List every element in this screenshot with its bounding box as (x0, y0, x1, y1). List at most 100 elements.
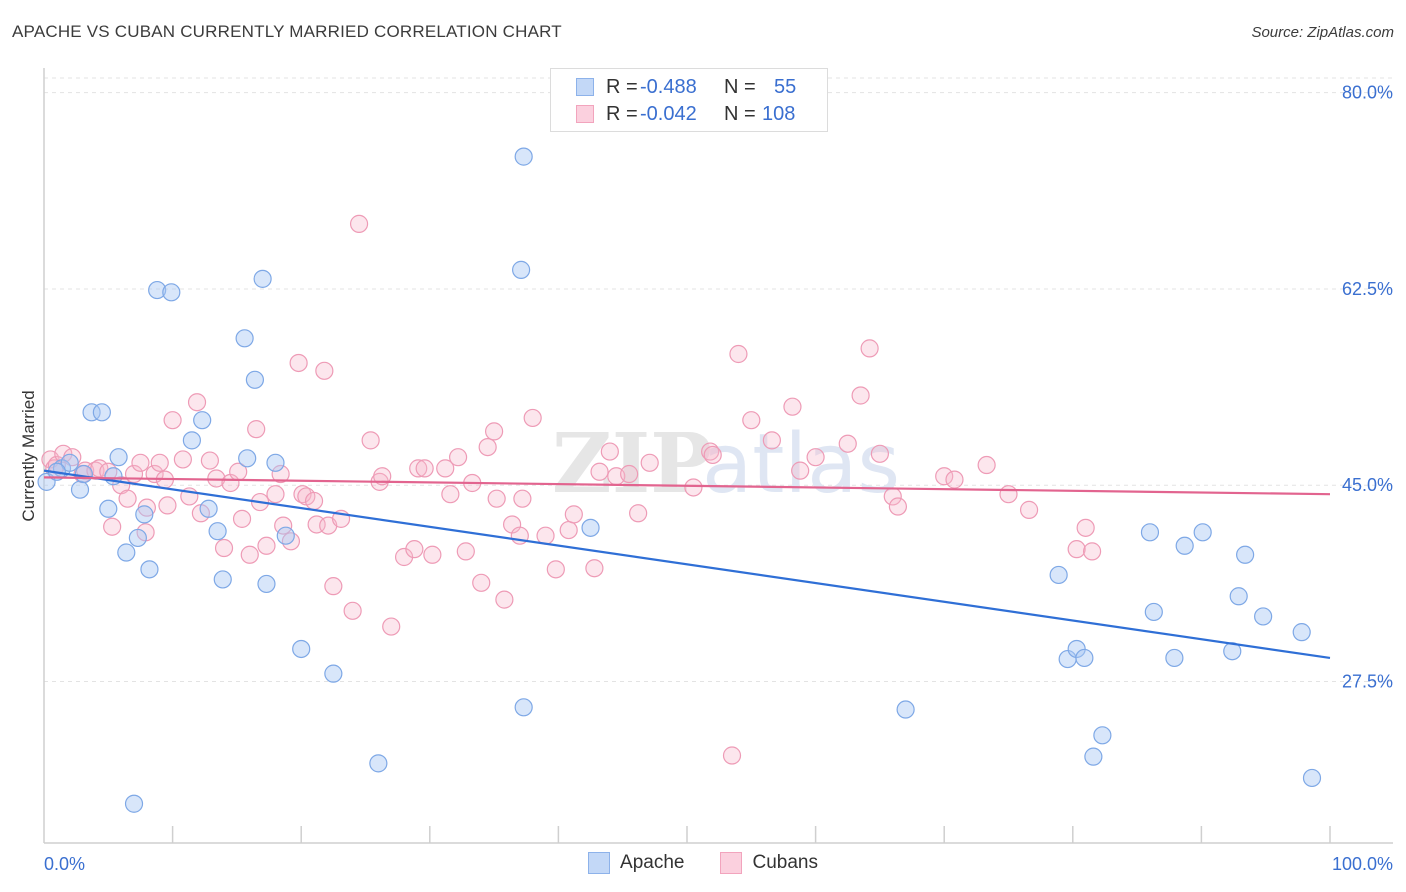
apache-point (235, 329, 254, 348)
cuban-point (200, 451, 219, 470)
apache-point (369, 754, 388, 773)
cuban-point (173, 450, 192, 469)
legend-item-cubans[interactable]: Cubans (720, 852, 818, 874)
cuban-point (456, 542, 475, 561)
cuban-point (1082, 542, 1102, 561)
cuban-point (281, 532, 301, 551)
cuban-point (1019, 500, 1039, 519)
cuban-trend-line (43, 476, 1331, 496)
cuban-point (187, 393, 207, 412)
legend-item-apache[interactable]: Apache (588, 852, 684, 874)
cuban-point (629, 504, 648, 523)
cuban-point (240, 545, 259, 564)
apache-point (514, 698, 533, 717)
cuban-point (640, 453, 659, 472)
apache-point (1084, 747, 1103, 766)
apache-point (253, 269, 272, 288)
apache-point (1140, 523, 1160, 542)
apache-point (92, 403, 111, 422)
apache-point (109, 448, 128, 467)
cuban-point (722, 746, 742, 765)
cuban-point (513, 489, 532, 508)
watermark: ZIP atlas (552, 416, 900, 512)
apache-point (140, 560, 159, 579)
cuban-point (214, 538, 234, 558)
apache-point (208, 522, 227, 541)
cuban-point (415, 459, 434, 478)
apache-point (238, 449, 257, 468)
cuban-point (1067, 540, 1086, 559)
apache-point (581, 518, 600, 537)
cuban-point (703, 445, 722, 465)
x-tick-label-min: 0.0% (44, 854, 85, 874)
cuban-point (349, 214, 369, 233)
apache-point (1193, 523, 1212, 542)
cuban-point (304, 491, 324, 511)
stats-legend: R = -0.488 N = 55 R = -0.042 N = 108 (550, 68, 828, 132)
cuban-point (1076, 518, 1095, 537)
cuban-point (361, 431, 380, 450)
cuban-points (41, 214, 1102, 765)
cuban-point (118, 489, 137, 508)
cuban-point (423, 545, 442, 564)
cuban-point (373, 467, 392, 486)
series-legend: Apache Cubans (0, 852, 1406, 874)
apache-point (199, 499, 218, 518)
cuban-point (485, 422, 504, 441)
apache-point (245, 370, 265, 389)
r-label: R = (606, 102, 638, 125)
apache-point (1075, 648, 1094, 668)
legend-row-apache: R = -0.488 N = 55 (551, 74, 796, 100)
apache-point (514, 147, 533, 166)
cuban-point (888, 497, 908, 516)
cuban-point (999, 485, 1018, 504)
apache-point (324, 664, 343, 683)
cuban-point (838, 434, 857, 453)
r-value: -0.042 (640, 102, 697, 125)
legend-label-apache: Apache (620, 852, 685, 873)
cuban-point (523, 408, 542, 428)
cuban-point (729, 344, 748, 364)
cuban-point (103, 517, 122, 536)
cubans-swatch (720, 852, 743, 874)
apache-point (124, 794, 144, 813)
cuban-point (448, 448, 468, 467)
apache-point (135, 505, 154, 524)
cuban-point (791, 461, 810, 480)
chart-title: APACHE VS CUBAN CURRENTLY MARRIED CORREL… (12, 22, 562, 41)
cuban-point (870, 444, 890, 463)
cuban-point (382, 617, 401, 636)
cuban-point (701, 442, 720, 461)
cuban-point (409, 459, 428, 478)
apache-point (82, 403, 101, 422)
apache-point (1049, 565, 1068, 585)
apache-point (1302, 768, 1322, 788)
cuban-point (266, 485, 285, 504)
cuban-point (945, 470, 964, 489)
apache-point (182, 431, 201, 450)
cuban-point (343, 601, 362, 620)
cuban-point (158, 496, 177, 515)
cuban-point (762, 431, 781, 450)
trend-lines (43, 469, 1331, 660)
apache-point (70, 480, 90, 499)
axes (43, 68, 1393, 844)
y-tick-labels: 27.5% 45.0% 62.5% 80.0% (1342, 83, 1393, 692)
cuban-point (860, 339, 879, 358)
n-value: 108 (762, 102, 796, 125)
cuban-point (289, 353, 308, 373)
apache-point (162, 283, 181, 302)
cubans-swatch (576, 105, 594, 123)
apache-point (512, 260, 531, 279)
apache-point (1236, 545, 1255, 564)
cuban-point (590, 462, 609, 481)
cuban-point (150, 453, 169, 472)
apache-point (1144, 602, 1163, 622)
apache-point (1093, 726, 1112, 745)
apache-point (74, 464, 93, 484)
n-value: 55 (774, 75, 797, 98)
cuban-point (546, 560, 565, 579)
cuban-point (495, 590, 514, 609)
cuban-point (585, 559, 604, 578)
apache-point (213, 570, 232, 589)
